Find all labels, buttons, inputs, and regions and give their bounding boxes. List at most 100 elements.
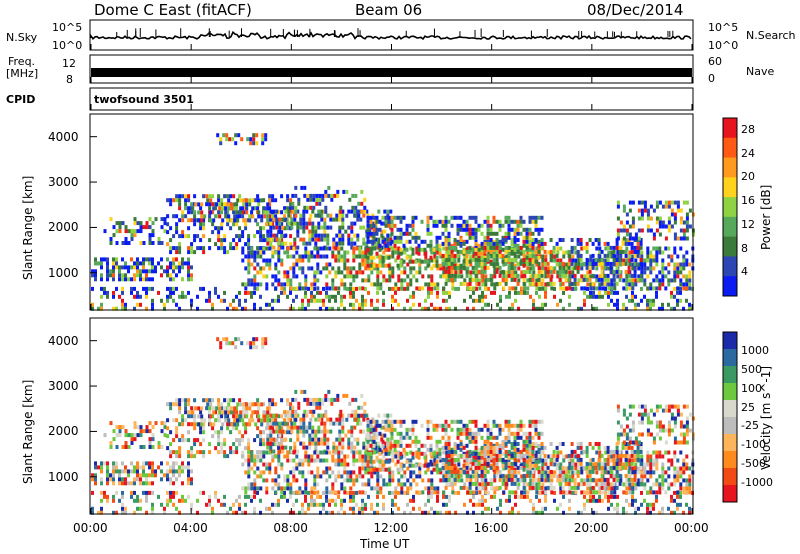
power-cell: [513, 253, 517, 258]
power-cell: [363, 197, 367, 202]
power-cell: [191, 206, 195, 211]
velocity-cell: [199, 430, 203, 435]
velocity-cell: [268, 462, 272, 467]
power-cell: [673, 216, 677, 221]
power-cell: [293, 241, 297, 246]
power-cell: [514, 286, 518, 291]
power-cell: [100, 257, 103, 262]
power-cell: [567, 253, 571, 258]
power-cell: [580, 246, 584, 251]
power-cell: [429, 243, 433, 248]
power-cell: [580, 262, 584, 267]
nsky-top-tick: 10^5: [52, 21, 83, 34]
power-cell: [403, 250, 407, 255]
power-cell: [387, 215, 391, 220]
power-cell: [200, 214, 204, 219]
power-cell: [610, 254, 614, 259]
velocity-cell: [326, 441, 330, 446]
velocity-cell: [241, 418, 245, 423]
power-cell: [444, 253, 448, 258]
power-cell: [232, 298, 235, 303]
power-cell: [284, 241, 288, 246]
power-cell: [311, 233, 315, 238]
power-cell: [220, 242, 224, 247]
power-cell: [236, 214, 240, 219]
power-cell: [441, 231, 445, 236]
velocity-cell: [190, 477, 193, 482]
power-cell: [465, 257, 469, 262]
velocity-cell: [103, 461, 106, 466]
velocity-cell: [241, 510, 244, 515]
velocity-cell: [244, 486, 248, 491]
power-cell: [259, 234, 263, 239]
power-cell: [516, 238, 520, 242]
velocity-cell: [307, 454, 311, 459]
velocity-cell: [235, 438, 239, 443]
power-cell: [531, 265, 535, 270]
velocity-cell: [535, 486, 539, 491]
power-cell: [522, 239, 526, 244]
power-cell: [106, 257, 109, 262]
power-cell: [499, 294, 502, 299]
power-cell: [91, 306, 94, 311]
power-cell: [394, 286, 398, 291]
power-cell: [522, 249, 526, 254]
power-cell: [531, 277, 535, 282]
power-cell: [534, 273, 538, 278]
power-cell: [367, 290, 370, 295]
power-cell: [507, 251, 511, 256]
velocity-cell: [357, 417, 361, 422]
velocity-cell: [248, 418, 252, 423]
power-cell: [474, 235, 478, 240]
velocity-cell: [520, 490, 524, 495]
power-cell: [262, 226, 266, 231]
power-cell: [230, 218, 234, 223]
power-cell: [284, 217, 288, 222]
power-cell: [380, 221, 384, 226]
power-cell: [283, 270, 287, 275]
power-cell: [229, 226, 233, 231]
power-cell: [589, 286, 593, 291]
velocity-cell: [562, 470, 566, 475]
power-cell: [528, 261, 532, 266]
velocity-cell: [371, 417, 375, 422]
power-cell: [462, 239, 466, 244]
power-cell: [568, 258, 572, 263]
velocity-cell: [472, 490, 476, 495]
power-cell: [462, 241, 466, 246]
power-cell: [603, 265, 607, 270]
power-cell: [286, 254, 290, 259]
power-cell: [522, 281, 526, 286]
velocity-cell: [430, 454, 434, 459]
velocity-cell: [376, 458, 380, 463]
power-cell: [415, 270, 419, 275]
velocity-cell: [568, 462, 572, 467]
power-cell: [304, 282, 308, 287]
power-cell: [169, 250, 173, 255]
velocity-cell: [133, 425, 137, 430]
power-cell: [633, 273, 637, 278]
power-cell: [633, 269, 637, 274]
velocity-cell: [293, 425, 297, 430]
velocity-cell: [427, 494, 430, 499]
velocity-cell: [306, 409, 310, 414]
power-cell: [224, 206, 228, 211]
power-cell: [487, 250, 491, 255]
power-cell: [133, 217, 137, 222]
power-cell: [139, 277, 142, 282]
velocity-cell: [499, 498, 502, 503]
power-cell: [631, 200, 635, 205]
power-cell: [673, 232, 677, 237]
velocity-cell: [148, 461, 151, 466]
velocity-cell: [214, 446, 218, 451]
velocity-cell: [499, 474, 503, 479]
power-cell: [378, 219, 382, 224]
velocity-cell: [130, 437, 134, 442]
power-cell: [580, 266, 584, 271]
power-cell: [286, 206, 290, 211]
velocity-cell: [184, 438, 188, 443]
power-cell: [567, 249, 571, 254]
power-cell: [571, 286, 574, 291]
power-cell: [534, 223, 538, 228]
velocity-cell: [310, 454, 314, 459]
